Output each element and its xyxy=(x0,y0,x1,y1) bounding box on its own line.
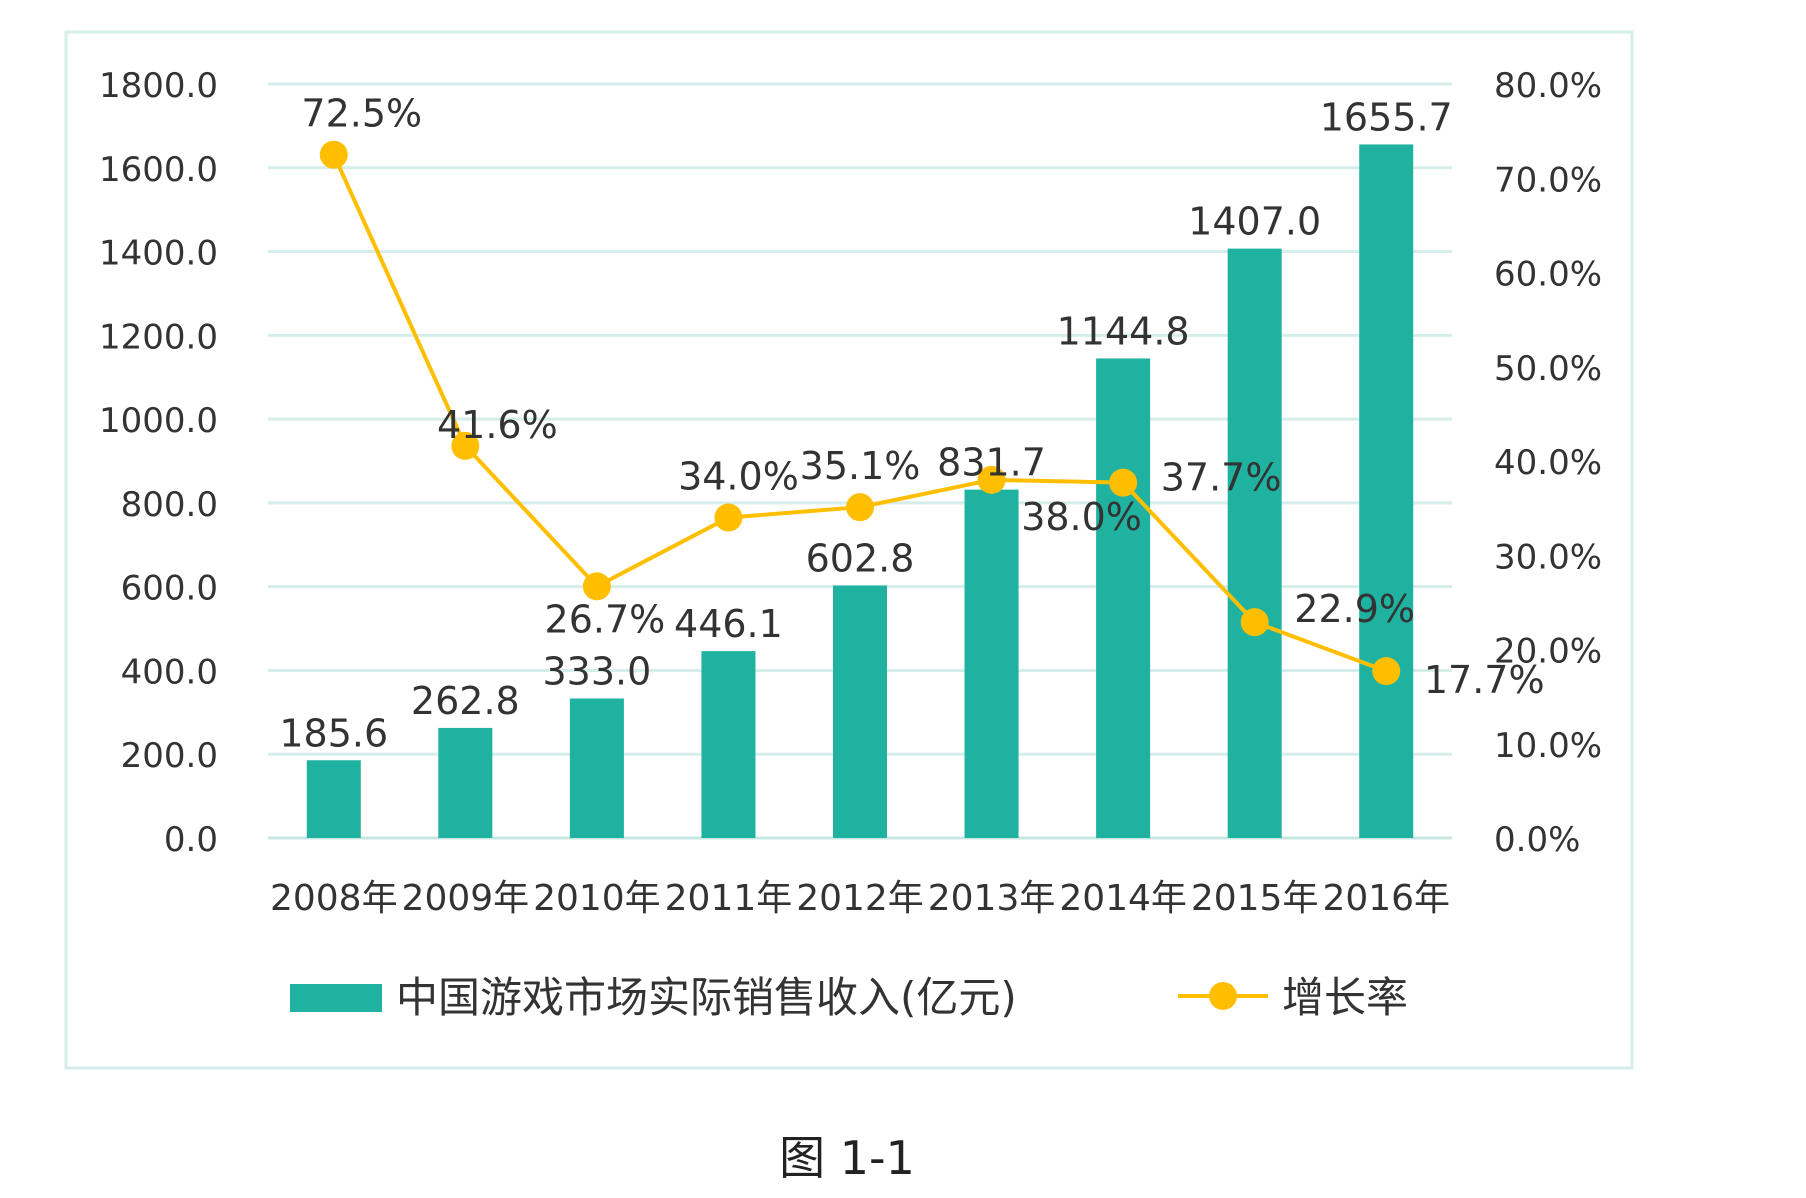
line-value-label: 38.0% xyxy=(1021,495,1142,539)
x-tick-label: 2012年 xyxy=(796,878,924,919)
x-tick-label: 2011年 xyxy=(665,878,793,919)
y-left-tick-label: 600.0 xyxy=(121,569,218,609)
line-value-label: 34.0% xyxy=(678,455,799,499)
line-point xyxy=(319,140,348,169)
line-point xyxy=(1372,657,1401,686)
y-axis-right: 0.0% 10.0% 20.0% 30.0% 40.0% 50.0% 60.0% 70.0% 8… xyxy=(1494,66,1602,860)
x-tick-label: 2014年 xyxy=(1059,878,1187,919)
legend-label-line: 增长率 xyxy=(1282,973,1408,1022)
x-tick-label: 2016年 xyxy=(1322,878,1450,919)
x-axis: 2008年 2009年 2010年 2011年 2012年 2013年 2014年 2015年… xyxy=(270,878,1450,919)
bar xyxy=(1359,144,1414,838)
y-left-tick-label: 1600.0 xyxy=(99,150,218,190)
y-right-tick-label: 50.0% xyxy=(1494,349,1602,389)
y-left-tick-label: 1000.0 xyxy=(99,401,218,441)
line-value-label: 37.7% xyxy=(1161,456,1282,500)
bar-value-label: 185.6 xyxy=(279,711,388,755)
y-right-tick-label: 80.0% xyxy=(1494,66,1602,106)
y-left-tick-label: 1400.0 xyxy=(99,234,218,274)
y-right-tick-label: 60.0% xyxy=(1494,255,1602,295)
line-point xyxy=(1240,608,1269,637)
line-value-label: 22.9% xyxy=(1294,587,1415,631)
bar xyxy=(701,651,756,838)
y-right-tick-label: 10.0% xyxy=(1494,726,1602,766)
bar-value-label: 446.1 xyxy=(674,602,783,646)
bar xyxy=(964,489,1019,838)
line-point xyxy=(582,572,611,601)
line-value-labels: 72.5% 41.6% 26.7% 34.0% 35.1% 38.0% 37.7% 22.9%… xyxy=(301,92,1544,702)
line-point xyxy=(846,493,874,522)
y-left-tick-label: 1800.0 xyxy=(99,66,218,106)
bar xyxy=(1227,248,1282,838)
line-value-label: 35.1% xyxy=(800,444,921,488)
line-series xyxy=(319,140,1401,686)
line-point xyxy=(977,465,1006,494)
bar-value-label: 1407.0 xyxy=(1188,200,1321,244)
x-tick-label: 2015年 xyxy=(1191,878,1319,919)
x-tick-label: 2013年 xyxy=(928,878,1056,919)
line-point xyxy=(1109,468,1138,497)
bar xyxy=(833,585,887,838)
legend-marker-line xyxy=(1209,982,1237,1010)
legend: 中国游戏市场实际销售收入(亿元) 增长率 xyxy=(290,973,1408,1022)
x-tick-label: 2008年 xyxy=(270,878,398,919)
y-right-tick-label: 0.0% xyxy=(1494,820,1580,860)
y-right-tick-label: 40.0% xyxy=(1494,443,1602,483)
bar-value-label: 602.8 xyxy=(806,536,915,580)
y-left-tick-label: 1200.0 xyxy=(99,317,218,357)
bar-value-labels: 185.6 262.8 333.0 446.1 602.8 831.7 1144.8 1407… xyxy=(279,95,1452,755)
bar-value-label: 1655.7 xyxy=(1320,95,1453,139)
bar xyxy=(569,698,624,838)
line-value-label: 72.5% xyxy=(301,92,422,136)
y-right-tick-label: 20.0% xyxy=(1494,632,1602,672)
figure-caption: 图 1-1 xyxy=(779,1131,915,1185)
x-tick-label: 2009年 xyxy=(402,878,530,919)
line-value-label: 41.6% xyxy=(437,403,558,447)
bar-series xyxy=(306,144,1414,838)
bar-value-label: 831.7 xyxy=(937,441,1046,485)
line-point xyxy=(714,503,743,532)
bar-value-label: 262.8 xyxy=(411,679,520,723)
bar-value-label: 333.0 xyxy=(542,650,651,694)
bar xyxy=(306,760,361,838)
x-tick-label: 2010年 xyxy=(533,878,661,919)
bar xyxy=(438,727,493,838)
y-left-tick-label: 0.0 xyxy=(164,820,218,860)
legend-swatch-bar xyxy=(290,984,382,1012)
y-left-tick-label: 200.0 xyxy=(121,736,218,776)
bar xyxy=(1096,358,1151,838)
line-point xyxy=(451,431,480,460)
legend-label-bar: 中国游戏市场实际销售收入(亿元) xyxy=(396,973,1017,1022)
y-axis-left: 0.0 200.0 400.0 600.0 800.0 1000.0 1200.0 1400.… xyxy=(99,66,218,860)
line-value-label: 26.7% xyxy=(545,597,666,641)
y-left-tick-label: 400.0 xyxy=(121,652,218,692)
y-right-tick-label: 30.0% xyxy=(1494,537,1602,577)
y-left-tick-label: 800.0 xyxy=(121,485,218,525)
y-right-tick-label: 70.0% xyxy=(1494,160,1602,200)
line-value-label: 17.7% xyxy=(1424,658,1545,702)
bar-value-label: 1144.8 xyxy=(1057,309,1190,353)
